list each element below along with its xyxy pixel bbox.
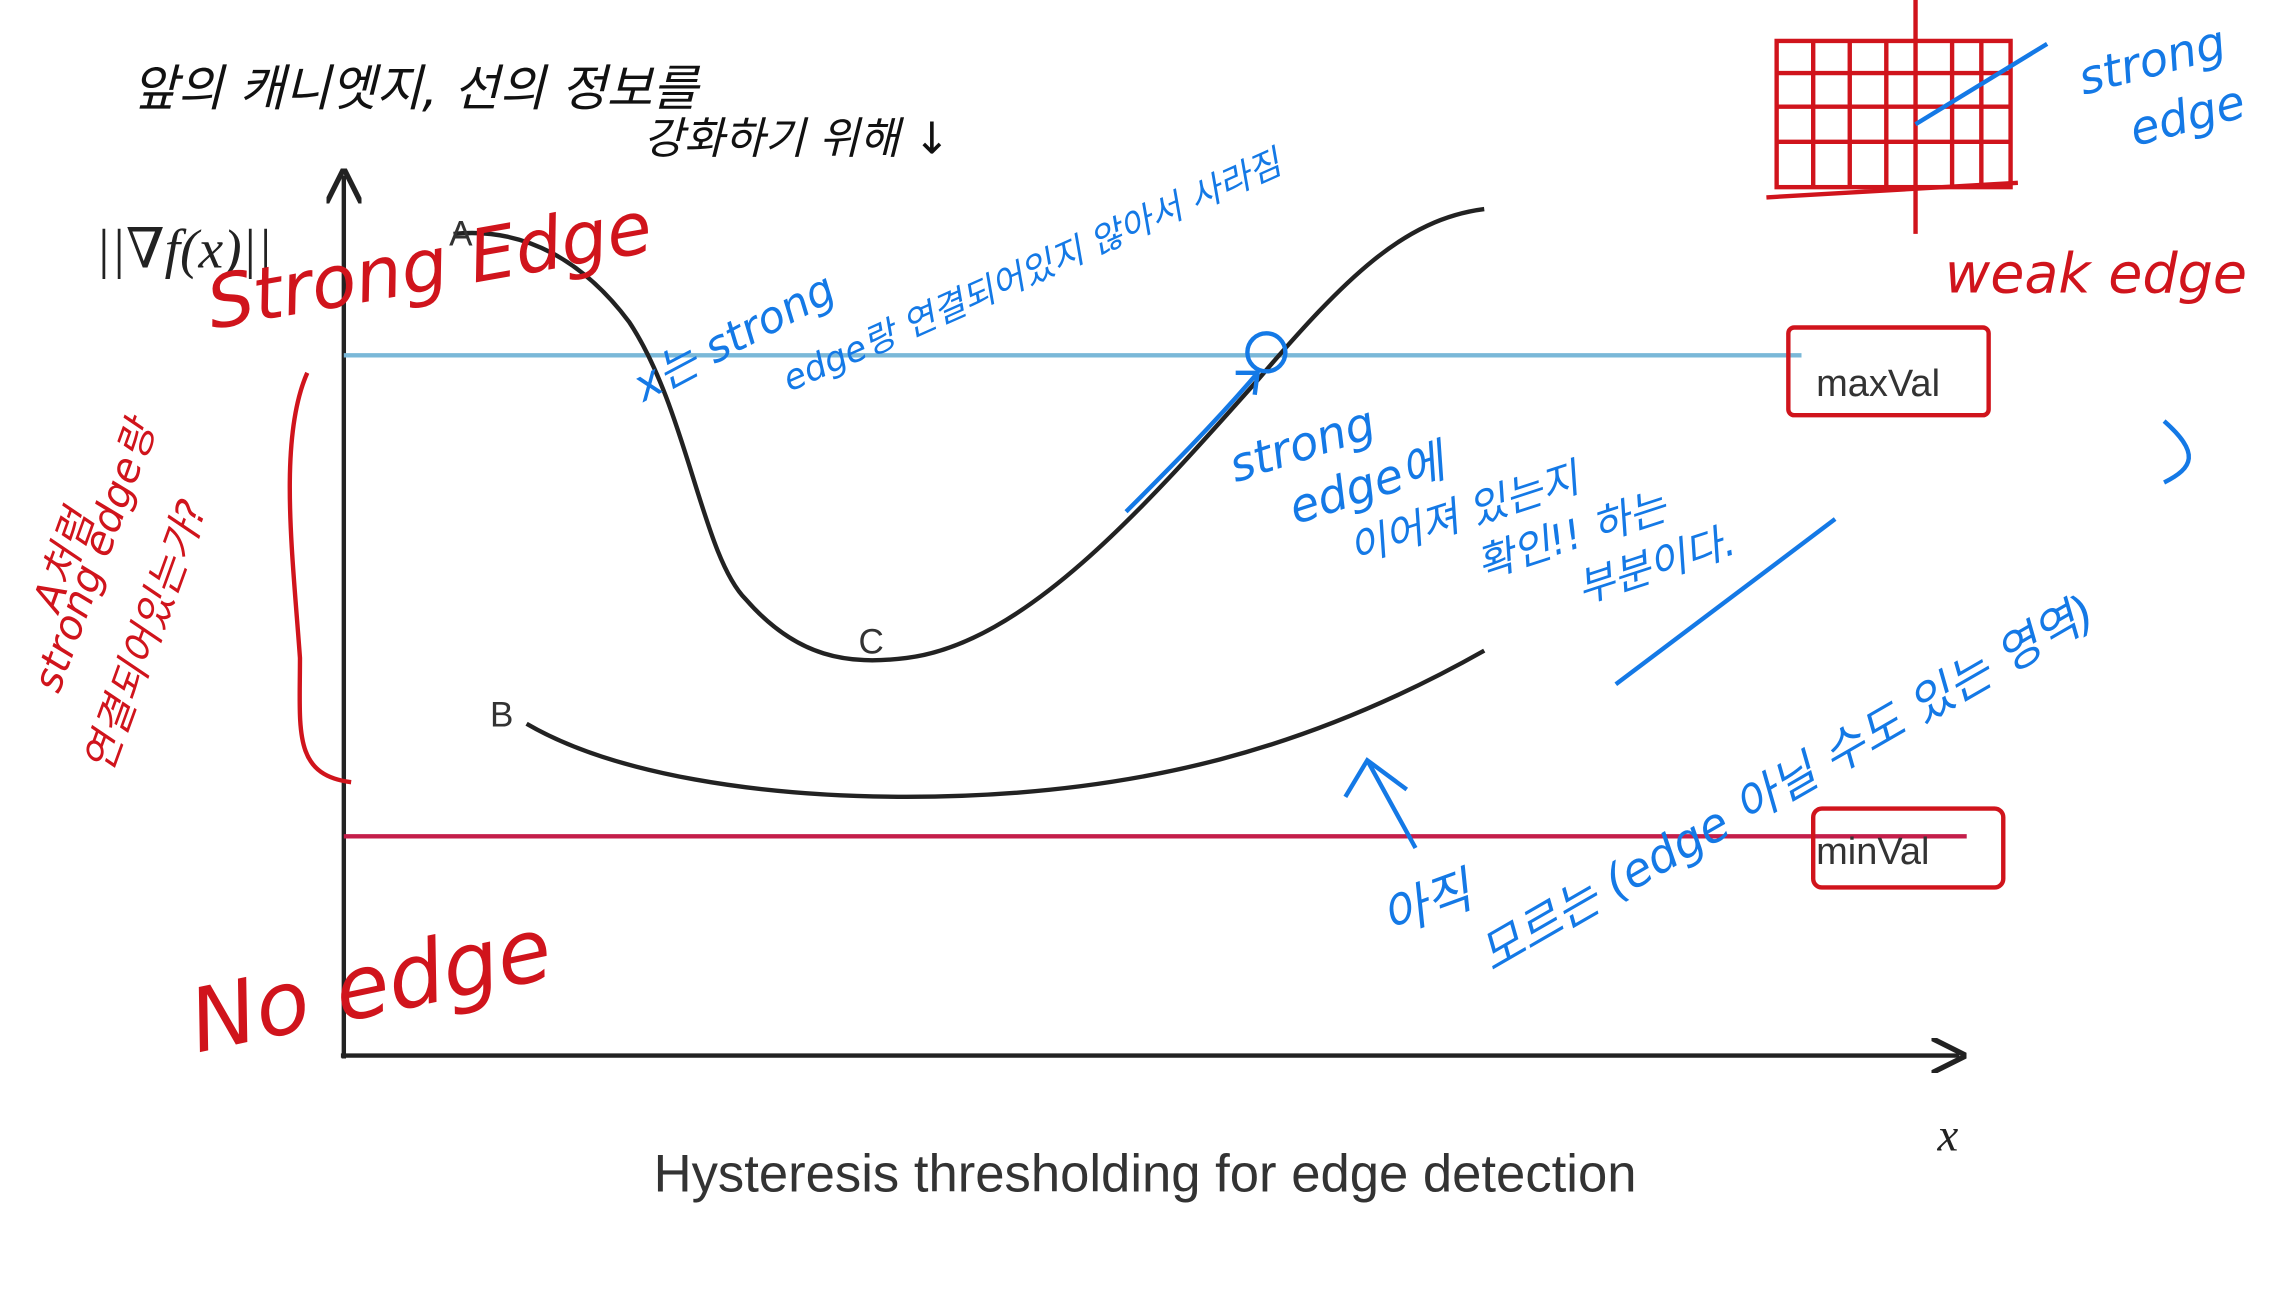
note: 앞의 캐니엣지, 선의 정보를 — [132, 59, 701, 117]
threshold-label: maxVal — [1816, 363, 1940, 405]
highlight-box — [1811, 806, 2006, 890]
x-axis-label: x — [1936, 1110, 1958, 1162]
note: No edge — [181, 897, 561, 1073]
curve-label: C — [858, 623, 883, 662]
curve-label: B — [490, 696, 513, 735]
pen-stroke — [1124, 41, 2191, 850]
pen-stroke — [287, 371, 352, 785]
curve-a — [453, 206, 1485, 663]
grid-sketch — [1766, 0, 2019, 234]
curve-b — [525, 648, 1486, 800]
threshold-label: minVal — [1816, 831, 1929, 873]
note: 아직 — [1373, 860, 1483, 947]
highlight-box — [1786, 325, 1991, 418]
y-axis-label: ||∇f(x)|| — [95, 219, 272, 281]
caption: Hysteresis thresholding for edge detecti… — [654, 1145, 1637, 1204]
note: 모르는 (edge 아닐 수도 있는 영역) — [1471, 585, 2105, 982]
curve-label: A — [449, 215, 473, 254]
note: Strong Edge — [201, 185, 659, 347]
note-group: strong edge에 이어져 있는지 확인!! 하는 부분이다. — [1223, 396, 1741, 613]
note: weak edge — [1945, 241, 2247, 306]
note: 강화하기 위해 ↓ — [644, 114, 951, 165]
note: edge랑 연결되어있지 않아서 사라짐 — [777, 142, 1290, 400]
